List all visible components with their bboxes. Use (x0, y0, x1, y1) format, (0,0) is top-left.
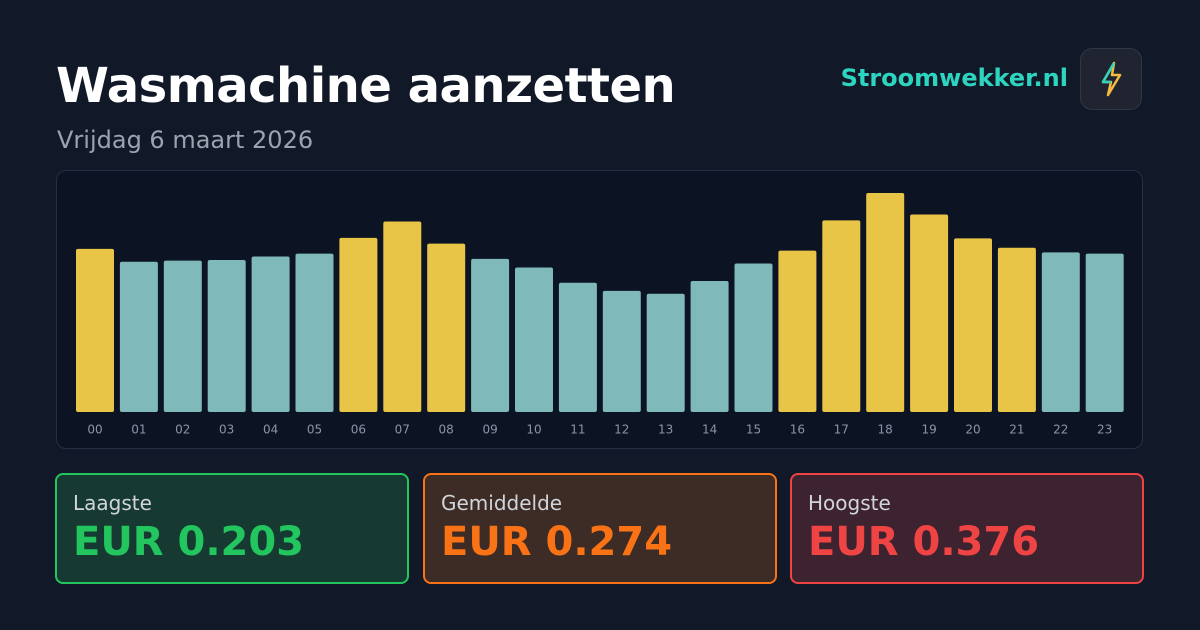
bar (76, 248, 114, 412)
x-tick-label: 01 (131, 423, 146, 437)
x-tick-label: 15 (746, 423, 761, 437)
bar (822, 220, 861, 412)
x-tick-label: 02 (175, 423, 190, 437)
chart: 00 01 02 03 04 05 06 07 08 09 10 11 12 13 14 15 16 17 18 19… (76, 193, 1124, 437)
x-tick-label: 12 (614, 423, 629, 437)
x-tick-label: 16 (790, 423, 805, 437)
bar (339, 237, 378, 412)
x-tick-label: 09 (482, 423, 497, 437)
title: Wasmachine aanzetten (56, 58, 676, 114)
bar (558, 282, 597, 412)
x-tick-label: 19 (921, 423, 936, 437)
x-tick-label: 17 (834, 423, 849, 437)
x-tick-label: 13 (658, 423, 673, 437)
bar (427, 243, 466, 412)
bar (997, 247, 1036, 412)
logo (1080, 48, 1142, 110)
stat-label: Laagste (73, 491, 152, 515)
x-tick-label: 20 (965, 423, 980, 437)
bar (119, 261, 158, 412)
chart-panel: 00 01 02 03 04 05 06 07 08 09 10 11 12 13 14 15 16 17 18 19… (56, 170, 1143, 449)
x-tick-label: 23 (1097, 423, 1112, 437)
x-tick-label: 21 (1009, 423, 1024, 437)
bar (866, 193, 905, 412)
bar (602, 290, 641, 412)
x-tick-label: 03 (219, 423, 234, 437)
x-tick-label: 07 (395, 423, 410, 437)
x-tick-label: 11 (570, 423, 585, 437)
stat-value: EUR 0.274 (441, 519, 673, 565)
bar (471, 258, 510, 412)
stat-label: Hoogste (808, 491, 891, 515)
bar (778, 250, 817, 412)
bar (954, 238, 992, 412)
bar (1085, 253, 1124, 412)
x-tick-label: 05 (307, 423, 322, 437)
stat-card: Gemiddelde EUR 0.274 (423, 473, 777, 584)
brand: Stroomwekker.nl (840, 64, 1068, 92)
bar (163, 260, 202, 412)
bar (295, 253, 334, 412)
stat-value: EUR 0.203 (73, 519, 305, 565)
x-tick-label: 14 (702, 423, 717, 437)
stat-card: Laagste EUR 0.203 (55, 473, 409, 584)
bar (1041, 252, 1080, 412)
bar (646, 293, 685, 412)
x-tick-label: 06 (351, 423, 366, 437)
x-tick-label: 18 (878, 423, 893, 437)
bar (251, 256, 290, 412)
stat-card: Hoogste EUR 0.376 (790, 473, 1144, 584)
subtitle: Vrijdag 6 maart 2026 (57, 126, 314, 154)
x-tick-label: 10 (526, 423, 541, 437)
x-tick-label: 22 (1053, 423, 1068, 437)
stat-value: EUR 0.376 (808, 519, 1040, 565)
bar (383, 221, 422, 412)
bar (690, 280, 729, 412)
bar (734, 263, 773, 412)
bar (910, 214, 949, 412)
x-tick-label: 00 (87, 423, 102, 437)
x-tick-label: 04 (263, 423, 278, 437)
logo-icon (1101, 61, 1122, 97)
bar (515, 267, 553, 412)
x-tick-label: 08 (439, 423, 454, 437)
bar (207, 259, 246, 412)
stat-label: Gemiddelde (441, 491, 563, 515)
